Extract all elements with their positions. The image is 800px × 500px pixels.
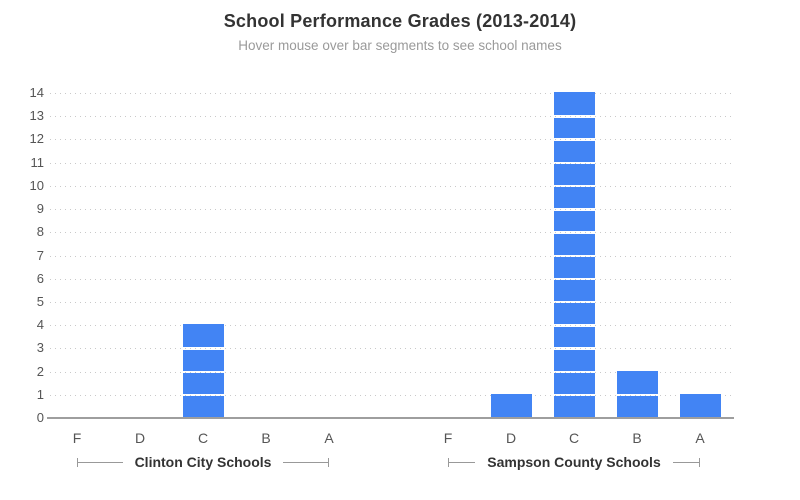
- bar-segment[interactable]: [490, 393, 532, 417]
- y-tick-label: 0: [36, 410, 44, 425]
- y-tick-label: 1: [36, 386, 44, 402]
- bar-segment[interactable]: [553, 396, 595, 417]
- bar-segment[interactable]: [553, 303, 595, 325]
- x-tick-label-f: F: [443, 430, 453, 446]
- gridline: [50, 394, 732, 396]
- bar-segment[interactable]: [553, 373, 595, 394]
- gridline: [50, 209, 732, 211]
- bar-segment[interactable]: [182, 396, 224, 417]
- gridline: [50, 325, 732, 327]
- bar-segment[interactable]: [616, 396, 658, 417]
- plot-area: F D C B A Clinton City Schools F D C B A Sampson Co…: [47, 92, 734, 470]
- x-tick-label-b: B: [632, 430, 642, 446]
- y-tick-label: 11: [30, 154, 45, 170]
- y-tick-label: 9: [36, 201, 44, 217]
- bar-segment[interactable]: [553, 233, 595, 255]
- bar-segment[interactable]: [553, 326, 595, 348]
- bar-segment[interactable]: [553, 140, 595, 162]
- bar-segment[interactable]: [616, 370, 658, 394]
- bar-segment[interactable]: [182, 324, 224, 348]
- gridline: [50, 162, 732, 164]
- group-bracket: Sampson County Schools: [448, 454, 700, 470]
- group-bracket: Clinton City Schools: [77, 454, 330, 470]
- gridline: [50, 348, 732, 350]
- x-tick-label-a: A: [324, 430, 334, 446]
- gridline: [50, 116, 732, 118]
- bar-segment[interactable]: [182, 349, 224, 371]
- chart-title: School Performance Grades (2013-2014): [223, 11, 577, 31]
- y-tick-label: 6: [36, 270, 44, 286]
- gridline: [50, 93, 732, 94]
- bar-segment[interactable]: [553, 164, 595, 185]
- x-tick-label-a: A: [695, 430, 705, 446]
- bracket-end-tick: [699, 457, 700, 467]
- bracket-line: [283, 461, 329, 463]
- bar-segment[interactable]: [553, 280, 595, 301]
- chart-subtitle: Hover mouse over bar segments to see sch…: [238, 38, 562, 53]
- bar-segment[interactable]: [553, 187, 595, 209]
- y-tick-label: 8: [36, 224, 44, 240]
- x-axis-baseline: [47, 417, 734, 419]
- bracket-line: [78, 461, 123, 463]
- gridline: [50, 301, 732, 303]
- bar-segment[interactable]: [182, 373, 224, 394]
- group-label: Sampson County Schools: [487, 454, 661, 470]
- y-tick-label: 12: [29, 131, 44, 147]
- y-tick-label: 10: [29, 177, 44, 193]
- bar-segment[interactable]: [553, 92, 595, 116]
- y-tick-label: 3: [36, 340, 44, 356]
- gridline: [50, 232, 732, 234]
- y-tick-label: 7: [36, 247, 44, 263]
- x-tick-label-c: C: [568, 430, 580, 446]
- bar-segment[interactable]: [553, 349, 595, 371]
- bracket-end-tick: [77, 457, 78, 467]
- gridline: [50, 278, 732, 280]
- y-tick-label: 4: [36, 317, 44, 333]
- bar-segment[interactable]: [553, 117, 595, 139]
- gridline: [50, 139, 732, 141]
- bar-segment[interactable]: [553, 257, 595, 278]
- x-tick-label-d: D: [505, 430, 517, 446]
- bar-segment[interactable]: [553, 210, 595, 232]
- x-tick-label-f: F: [72, 430, 82, 446]
- y-tick-label: 5: [36, 293, 44, 309]
- y-tick-label: 13: [29, 108, 44, 124]
- x-tick-label-c: C: [197, 430, 209, 446]
- bracket-end-tick: [328, 457, 330, 467]
- y-tick-label: 2: [36, 363, 44, 379]
- gridline: [50, 255, 732, 257]
- x-tick-label-b: B: [261, 430, 271, 446]
- x-tick-label-d: D: [134, 430, 146, 446]
- gridline: [50, 371, 732, 373]
- bracket-line: [672, 461, 699, 463]
- bar-segment[interactable]: [679, 393, 721, 417]
- y-tick-label: 14: [29, 85, 44, 100]
- bracket-end-tick: [448, 457, 449, 467]
- gridline: [50, 185, 732, 187]
- group-label: Clinton City Schools: [134, 454, 272, 470]
- bracket-line: [449, 461, 476, 463]
- y-axis: 0 1 2 3 4 5 6 7 8 9 10 11 12 13 14: [0, 85, 45, 425]
